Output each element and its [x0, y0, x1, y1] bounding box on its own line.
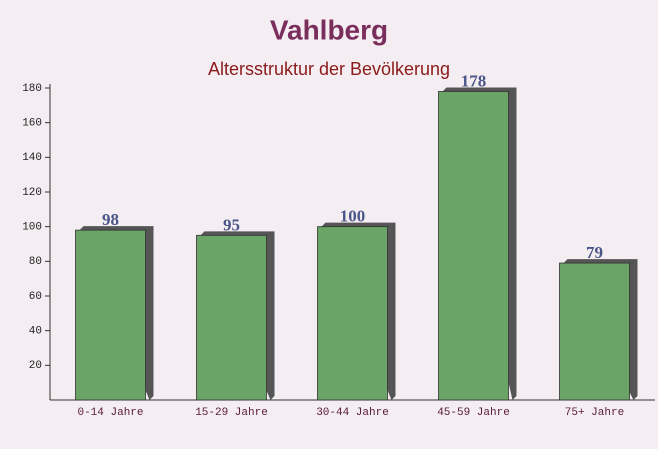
chart-title: Vahlberg [270, 14, 388, 45]
value-label: 79 [586, 243, 603, 262]
value-label: 95 [223, 215, 240, 234]
x-tick-label: 0-14 Jahre [77, 407, 143, 419]
x-tick-label: 15-29 Jahre [195, 407, 268, 419]
y-tick-label: 60 [29, 291, 42, 303]
bar [75, 229, 146, 401]
y-tick-label: 100 [22, 222, 42, 234]
bar [438, 91, 509, 401]
x-tick-label: 45-59 Jahre [437, 407, 510, 419]
y-tick-label: 180 [22, 83, 42, 95]
chart-subtitle: Altersstruktur der Bevölkerung [208, 59, 450, 79]
bar [317, 226, 388, 401]
y-tick-label: 140 [22, 152, 42, 164]
y-tick-label: 80 [29, 256, 42, 268]
y-tick-label: 20 [29, 360, 42, 372]
value-label: 100 [340, 207, 366, 226]
bar [559, 262, 630, 401]
y-tick-label: 160 [22, 118, 42, 130]
x-tick-label: 75+ Jahre [565, 407, 624, 419]
bar [196, 234, 267, 401]
y-tick-label: 120 [22, 187, 42, 199]
value-label: 178 [461, 71, 487, 90]
value-label: 98 [102, 210, 119, 229]
x-tick-label: 30-44 Jahre [316, 407, 389, 419]
y-tick-label: 40 [29, 326, 42, 338]
